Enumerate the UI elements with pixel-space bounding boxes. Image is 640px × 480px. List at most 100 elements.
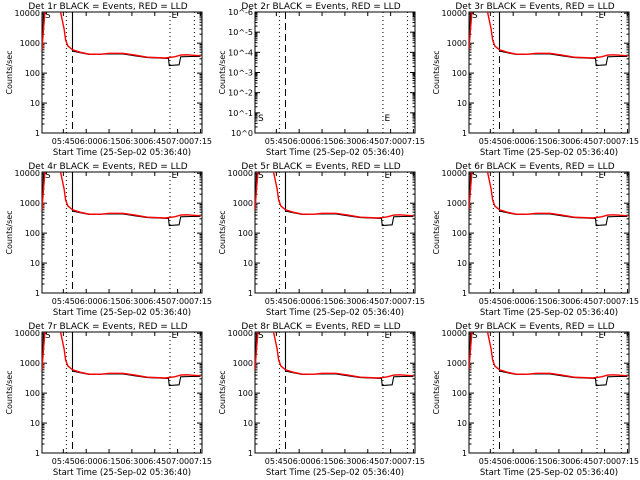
marker-s: S	[258, 331, 264, 341]
x-tick-label: 06:30	[547, 137, 570, 146]
panel-title: Det 2r BLACK = Events, RED = LLD	[241, 2, 400, 12]
detector-panel: Det 1r BLACK = Events, RED = LLD 1 10 100 10…	[5, 2, 212, 158]
x-tick-label: 06:15	[525, 137, 548, 146]
x-tick-label: 06:15	[525, 297, 548, 306]
marker-e: E	[172, 331, 178, 341]
marker-e: E	[172, 11, 178, 21]
x-tick-label: 06:00	[288, 457, 311, 466]
x-axis-label: Start Time (25-Sep-02 05:36:40)	[266, 468, 404, 478]
series-lld	[469, 332, 628, 379]
x-axis-label: Start Time (25-Sep-02 05:36:40)	[480, 308, 618, 318]
y-tick-label: 10000	[442, 169, 467, 178]
detector-panel: Det 8r BLACK = Events, RED = LLD 1 10 100 10…	[218, 322, 425, 478]
panel-title: Det 1r BLACK = Events, RED = LLD	[28, 2, 187, 12]
x-tick-label: 06:00	[502, 457, 525, 466]
x-tick-label: 07:00	[166, 137, 189, 146]
x-axis-label: Start Time (25-Sep-02 05:36:40)	[266, 308, 404, 318]
y-tick-label: 10	[30, 419, 40, 428]
y-tick-label: 10	[457, 259, 467, 268]
y-tick-label: 1	[248, 449, 253, 458]
series-lld	[42, 12, 201, 59]
y-tick-label: 1	[462, 449, 467, 458]
x-tick-label: 07:15	[402, 137, 425, 146]
x-tick-label: 07:15	[402, 297, 425, 306]
y-tick-label: 100	[452, 229, 467, 238]
y-tick-label: 10	[457, 99, 467, 108]
y-tick-label: 10000	[15, 9, 40, 18]
y-axis-label: Counts/sec	[5, 370, 14, 414]
x-tick-label: 07:00	[379, 457, 402, 466]
x-tick-label: 06:30	[547, 457, 570, 466]
detector-panel: Det 3r BLACK = Events, RED = LLD 1 10 100 10…	[432, 2, 639, 158]
y-tick-label: 100	[452, 389, 467, 398]
x-tick-label: 06:30	[333, 297, 356, 306]
x-tick-label: 07:15	[616, 297, 639, 306]
y-axis-label: Counts/sec	[432, 210, 441, 254]
y-tick-label: 1000	[447, 39, 467, 48]
detector-panel: Det 4r BLACK = Events, RED = LLD 1 10 100 10…	[5, 162, 212, 318]
y-tick-label: 10^-2	[228, 89, 253, 98]
y-tick-label: 10^-6	[228, 8, 253, 17]
x-tick-label: 07:00	[166, 457, 189, 466]
x-tick-label: 06:30	[120, 457, 143, 466]
y-tick-label: 10000	[228, 329, 253, 338]
y-tick-label: 1	[35, 289, 40, 298]
x-tick-label: 06:00	[288, 137, 311, 146]
panel-title: Det 5r BLACK = Events, RED = LLD	[241, 162, 400, 172]
y-tick-label: 10	[457, 419, 467, 428]
y-axis-label: Counts/sec	[432, 50, 441, 94]
x-tick-label: 07:00	[379, 137, 402, 146]
y-axis-label: Counts/sec	[5, 50, 14, 94]
x-tick-label: 06:45	[570, 457, 593, 466]
y-tick-label: 100	[238, 389, 253, 398]
panel-title: Det 8r BLACK = Events, RED = LLD	[241, 322, 400, 332]
y-tick-label: 10	[243, 259, 253, 268]
y-tick-label: 1000	[20, 39, 40, 48]
y-tick-label: 1000	[233, 199, 253, 208]
y-tick-label: 1	[462, 289, 467, 298]
y-tick-label: 10^-4	[228, 48, 253, 57]
series-lld	[255, 332, 414, 379]
x-tick-label: 06:00	[75, 137, 98, 146]
y-tick-label: 1	[248, 289, 253, 298]
x-tick-label: 06:15	[311, 457, 334, 466]
y-tick-label: 10000	[15, 329, 40, 338]
x-tick-label: 06:45	[143, 137, 166, 146]
plot-frame	[41, 11, 203, 134]
x-tick-label: 06:30	[333, 457, 356, 466]
x-tick-label: 07:15	[189, 457, 212, 466]
y-tick-label: 10	[30, 259, 40, 268]
x-tick-label: 06:15	[98, 297, 121, 306]
y-tick-label: 10000	[15, 169, 40, 178]
x-tick-label: 06:15	[311, 137, 334, 146]
y-tick-label: 100	[238, 229, 253, 238]
x-tick-label: 06:00	[75, 297, 98, 306]
marker-e: E	[599, 171, 605, 181]
panel-title: Det 7r BLACK = Events, RED = LLD	[28, 322, 187, 332]
marker-e: E	[599, 11, 605, 21]
panel-title: Det 9r BLACK = Events, RED = LLD	[455, 322, 614, 332]
panel-title: Det 6r BLACK = Events, RED = LLD	[455, 162, 614, 172]
x-tick-label: 05:45	[479, 137, 502, 146]
x-tick-label: 05:45	[52, 457, 75, 466]
detector-panel: Det 7r BLACK = Events, RED = LLD 1 10 100 10…	[5, 322, 212, 478]
x-tick-label: 06:45	[143, 297, 166, 306]
y-tick-label: 10^-5	[228, 28, 253, 37]
plot-frame	[468, 11, 630, 134]
x-tick-label: 07:15	[189, 297, 212, 306]
x-tick-label: 06:30	[120, 297, 143, 306]
marker-s: S	[472, 171, 478, 181]
marker-s: S	[472, 331, 478, 341]
series-lld	[469, 12, 628, 59]
x-tick-label: 06:00	[502, 297, 525, 306]
x-tick-label: 05:45	[52, 297, 75, 306]
detector-panel: Det 5r BLACK = Events, RED = LLD 1 10 100 10…	[218, 162, 425, 318]
x-tick-label: 07:00	[593, 137, 616, 146]
x-tick-label: 06:45	[570, 297, 593, 306]
x-tick-label: 06:15	[311, 297, 334, 306]
x-tick-label: 06:45	[570, 137, 593, 146]
series-lld	[469, 172, 628, 219]
x-tick-label: 07:00	[166, 297, 189, 306]
y-tick-label: 10000	[442, 329, 467, 338]
